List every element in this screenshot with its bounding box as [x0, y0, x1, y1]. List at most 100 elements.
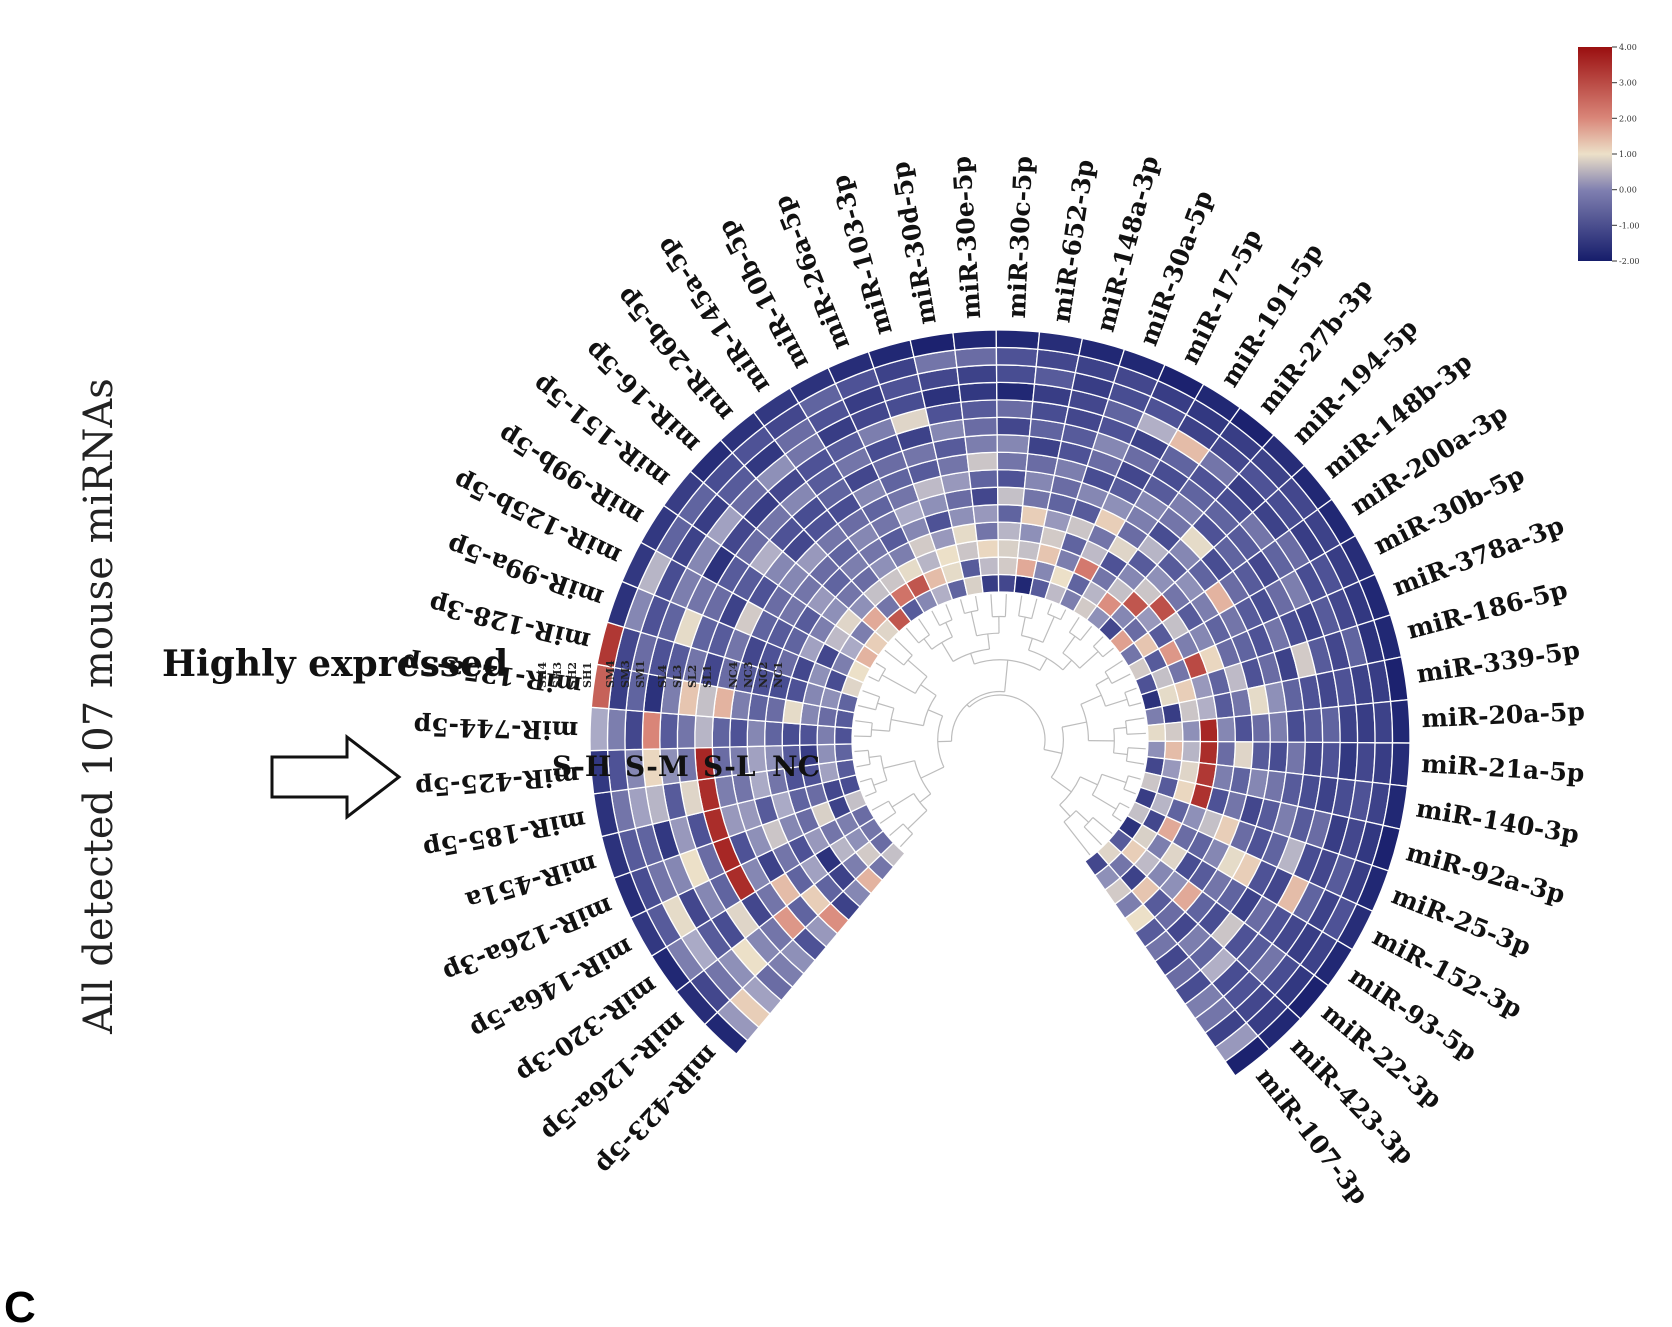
heatmap-cell	[974, 521, 999, 542]
dendrogram-branch	[875, 662, 886, 670]
heatmap-cell	[1372, 700, 1394, 744]
dendrogram-branch	[959, 599, 966, 614]
heatmap-cell	[968, 469, 999, 490]
y-axis-title: All detected 107 mouse miRNAs	[76, 378, 122, 1035]
dendrogram-branch	[1119, 802, 1130, 809]
dendrogram-branch	[920, 684, 937, 696]
dendrogram-branch	[1113, 752, 1128, 756]
dendrogram-branch	[902, 823, 913, 835]
mirna-label: miR-744-5p	[413, 712, 578, 745]
heatmap-cell	[1319, 741, 1341, 780]
dendrogram-branch	[950, 690, 1005, 742]
heatmap-cell	[799, 702, 821, 727]
dendrogram-branch	[945, 622, 953, 638]
heatmap-cell	[996, 434, 1031, 455]
dendrogram-branch	[1079, 625, 1093, 641]
dendrogram-branch	[871, 800, 889, 811]
dendrogram-branch	[856, 763, 871, 768]
row-label: SM1	[634, 660, 647, 688]
dendrogram-branch	[1031, 598, 1038, 619]
colorbar-tick-label: 2.00	[1619, 114, 1637, 123]
dendrogram-branch	[894, 638, 913, 656]
dendrogram-branch	[974, 595, 979, 611]
heatmap-cell	[1198, 740, 1219, 766]
row-label: SH1	[581, 662, 594, 688]
heatmap-cell	[1337, 704, 1359, 744]
heatmap-cell	[962, 416, 998, 438]
heatmap-cell	[1198, 717, 1219, 743]
group-labels: S-H S-M S-L NC	[552, 750, 820, 783]
heatmap-cell	[641, 710, 662, 750]
dendrogram-branch	[1020, 616, 1026, 636]
heatmap-cell	[1285, 741, 1306, 776]
dendrogram-branch	[868, 675, 879, 682]
dendrogram-branch	[903, 654, 913, 666]
heatmap-cell	[996, 381, 1036, 403]
dendrogram-branch	[918, 618, 930, 636]
dendrogram-branch	[1063, 810, 1077, 823]
dendrogram-branch	[1092, 636, 1104, 647]
heatmap-cell	[729, 717, 749, 748]
group-label-sh: S-H	[552, 750, 611, 783]
dendrogram-branch	[920, 766, 945, 779]
dendrogram-branch	[873, 779, 888, 786]
heatmap-cell	[952, 329, 998, 351]
mirna-label: miR-185-5p	[421, 805, 588, 864]
heatmap-cell	[1146, 740, 1167, 760]
colorbar: 4.00 3.00 2.00 1.00 0.00 -1.00 -2.00	[1578, 43, 1640, 266]
heatmap-cell	[958, 381, 998, 403]
row-labels: SH4 SH3 SH2 SH1 SM4 SM3 SM1 SL4 SL3 SL2 …	[536, 660, 785, 688]
colorbar-tick-label: -2.00	[1619, 257, 1640, 266]
heatmap-cell	[997, 521, 1022, 542]
heatmap-cell	[1181, 740, 1202, 764]
dendrogram-branch	[1063, 821, 1091, 856]
dendrogram-branch	[964, 609, 979, 615]
dendrogram-branch	[1112, 728, 1115, 753]
dendrogram-branch	[1050, 727, 1064, 778]
dendrogram-branch	[987, 633, 991, 650]
heatmap-cell	[1163, 740, 1184, 762]
heatmap-cell	[694, 714, 714, 749]
dendrogram-branch	[939, 619, 953, 627]
dendrogram-branch	[941, 642, 954, 662]
dendrogram-branch	[1004, 660, 1009, 692]
dendrogram-branch	[875, 696, 881, 710]
group-label-sm: S-M	[625, 750, 689, 783]
mirna-label: miR-21a-5p	[1420, 749, 1585, 788]
row-label: NC4	[727, 661, 740, 688]
mirna-label: miR-140-3p	[1414, 794, 1581, 850]
row-label: SM3	[619, 660, 632, 688]
heatmap-cell	[816, 743, 837, 765]
panel-letter: C	[4, 1283, 36, 1327]
colorbar-gradient	[1578, 47, 1612, 261]
dendrogram-branch	[945, 604, 953, 621]
heatmap-cell	[1285, 709, 1306, 743]
row-label: SH2	[566, 662, 579, 688]
heatmap-cell	[764, 720, 784, 747]
dendrogram-branch	[879, 812, 897, 824]
row-label: NC3	[742, 662, 755, 688]
dendrogram-branch	[966, 704, 970, 708]
row-label: SH4	[536, 662, 549, 688]
heatmap-cell	[997, 538, 1021, 559]
heatmap-cell	[997, 573, 1017, 594]
heatmap-cell	[956, 364, 998, 386]
dendrogram-branch	[1126, 760, 1145, 765]
heatmap-cell	[711, 716, 732, 749]
heatmap-cell	[995, 364, 1037, 385]
heatmap-cell	[1337, 741, 1359, 782]
dendrogram-branch	[881, 674, 916, 694]
dendrogram-branch	[891, 792, 915, 808]
highly-expressed-label: Highly expressed	[162, 643, 508, 685]
dendrogram-branch	[1104, 671, 1113, 684]
dendrogram-branch	[968, 694, 1046, 750]
mirna-label: miR-20a-5p	[1421, 697, 1585, 733]
heatmap-cell	[964, 434, 998, 455]
dendrogram-branch	[1062, 659, 1073, 671]
heatmap-cell	[833, 743, 855, 763]
heatmap-cell	[996, 416, 1032, 437]
dendrogram-branch	[1112, 814, 1122, 822]
heatmap-cell	[997, 556, 1019, 577]
